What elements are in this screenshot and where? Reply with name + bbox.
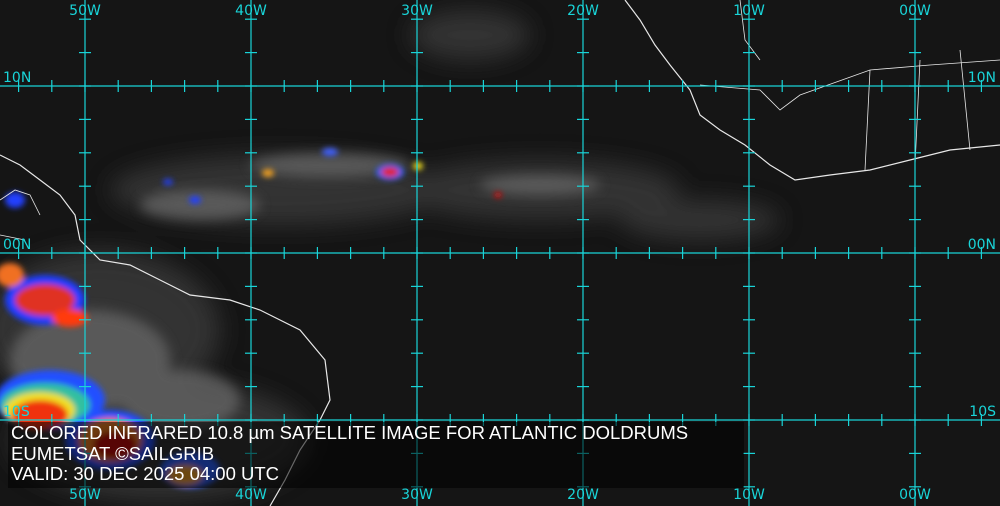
caption-title: COLORED INFRARED 10.8 µm SATELLITE IMAGE… [11,422,689,443]
lon-label-bottom: 10W [733,487,765,503]
lon-label-top: 30W [401,3,433,19]
lon-label-top: 10W [733,3,765,19]
lon-label-bottom: 50W [69,487,101,503]
lon-label-bottom: 00W [899,487,931,503]
lon-label-bottom: 40W [235,487,267,503]
lat-label-right: 10N [967,70,996,86]
lat-label-left: 10S [3,404,30,420]
image-caption: COLORED INFRARED 10.8 µm SATELLITE IMAGE… [8,422,744,488]
lat-label-left: 10N [3,70,32,86]
lat-label-right: 10S [969,404,996,420]
lon-label-bottom: 20W [567,487,599,503]
lat-label-left: 00N [3,237,32,253]
caption-valid-time: VALID: 30 DEC 2025 04:00 UTC [11,463,280,484]
lon-label-top: 50W [69,3,101,19]
lon-label-bottom: 30W [401,487,433,503]
lat-label-right: 00N [967,237,996,253]
lon-label-top: 00W [899,3,931,19]
lon-label-top: 40W [235,3,267,19]
caption-credit: EUMETSAT ©SAILGRIB [11,442,215,464]
lon-label-top: 20W [567,3,599,19]
